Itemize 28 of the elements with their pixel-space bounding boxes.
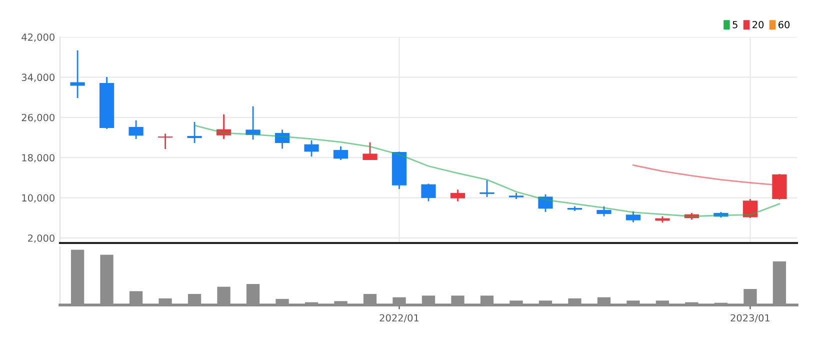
candlestick <box>450 188 466 202</box>
y-tick-label: 18,000 <box>22 154 54 162</box>
candlestick <box>304 140 319 158</box>
candlestick <box>421 182 436 202</box>
y-tick-label: 42,000 <box>22 33 54 42</box>
candlestick <box>626 210 641 223</box>
candlestick <box>596 206 612 218</box>
candlestick <box>362 142 378 161</box>
y-tick-label: 26,000 <box>22 114 54 122</box>
y-tick-label: 10,000 <box>22 194 54 203</box>
y-tick-label: 2,000 <box>28 234 54 243</box>
x-tick-label: 2022/01 <box>380 314 419 322</box>
candlestick <box>333 146 348 161</box>
candlestick <box>274 128 290 150</box>
candlestick <box>480 180 494 198</box>
candlestick <box>128 120 144 140</box>
candlestick <box>742 198 758 219</box>
candlestick <box>538 194 553 213</box>
x-tick-label: 2023/01 <box>730 314 770 322</box>
candlestick <box>187 121 202 144</box>
legend-label: 5 <box>732 21 738 28</box>
legend-label: 20 <box>752 20 764 28</box>
candlestick <box>246 106 260 140</box>
candlestick <box>158 132 173 150</box>
y-tick-label: 34,000 <box>22 74 54 82</box>
candlestick <box>70 50 85 99</box>
candlestick <box>216 114 232 140</box>
legend-label: 60 <box>778 20 790 28</box>
